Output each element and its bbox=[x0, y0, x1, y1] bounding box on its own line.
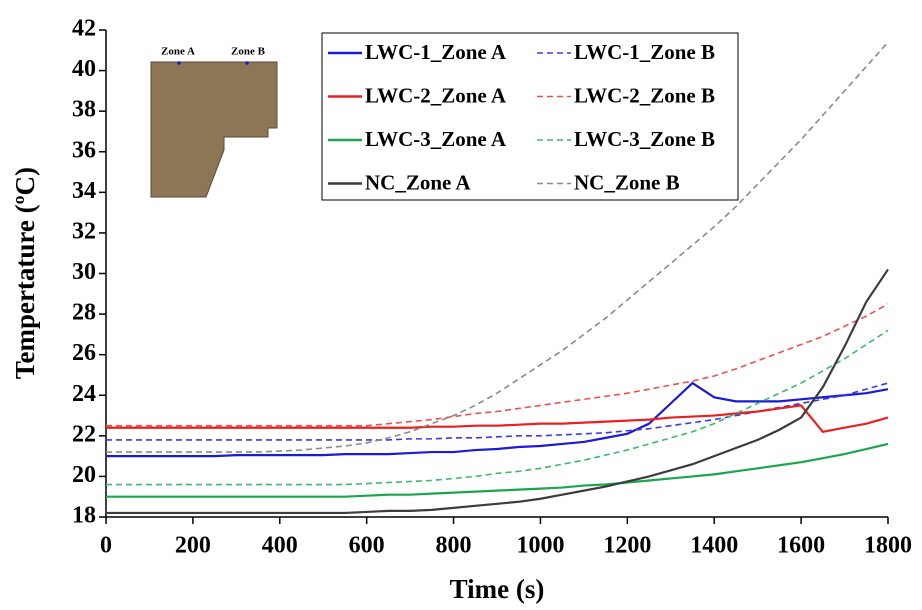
y-tick-label: 28 bbox=[72, 300, 96, 326]
y-tick-label: 30 bbox=[72, 259, 96, 285]
x-tick-label: 800 bbox=[436, 533, 472, 559]
x-tick-label: 600 bbox=[349, 533, 385, 559]
x-tick-label: 0 bbox=[100, 533, 112, 559]
series-line bbox=[106, 404, 889, 433]
legend-label: NC_Zone A bbox=[365, 170, 471, 194]
x-tick-label: 400 bbox=[262, 533, 298, 559]
y-tick-label: 26 bbox=[72, 340, 96, 366]
inset-label: Zone B bbox=[231, 46, 266, 58]
legend-label: NC_Zone B bbox=[574, 170, 680, 194]
zone-marker bbox=[245, 61, 249, 65]
x-axis-title: Time (s) bbox=[450, 574, 545, 604]
x-tick-label: 1200 bbox=[603, 533, 651, 559]
legend: LWC-1_Zone A LWC-1_Zone B LWC-2_Zone A LWC-… bbox=[321, 32, 739, 201]
legend-label: LWC-1_Zone B bbox=[574, 40, 715, 64]
y-tick-label: 22 bbox=[72, 421, 96, 447]
legend-label: LWC-2_Zone A bbox=[365, 83, 507, 107]
x-tick-label: 1000 bbox=[516, 533, 564, 559]
inset-label: Zone A bbox=[161, 46, 195, 58]
section-shape bbox=[150, 61, 278, 198]
legend-label: LWC-2_Zone B bbox=[574, 83, 715, 107]
x-tick-label: 200 bbox=[175, 533, 211, 559]
legend-box bbox=[321, 32, 739, 201]
series-line bbox=[106, 442, 889, 498]
y-tick-label: 18 bbox=[72, 503, 96, 529]
series-line bbox=[106, 381, 889, 458]
y-tick-label: 24 bbox=[72, 381, 96, 407]
y-tick-label: 36 bbox=[72, 137, 96, 163]
x-tick-label: 1400 bbox=[690, 533, 738, 559]
series-line bbox=[106, 303, 889, 427]
y-tick-label: 32 bbox=[72, 218, 96, 244]
legend-label: LWC-1_Zone A bbox=[365, 40, 507, 64]
y-tick-label: 34 bbox=[72, 178, 96, 204]
y-tick-label: 38 bbox=[72, 97, 96, 123]
y-tick-label: 40 bbox=[72, 56, 96, 82]
x-tick-label: 1600 bbox=[777, 533, 825, 559]
series-line bbox=[106, 329, 889, 486]
series-line bbox=[106, 268, 889, 515]
y-tick-label: 20 bbox=[72, 462, 96, 488]
series-line bbox=[106, 41, 889, 453]
zone-marker bbox=[177, 61, 181, 65]
legend-label: LWC-3_Zone B bbox=[574, 127, 715, 151]
y-tick-label: 42 bbox=[72, 16, 96, 42]
y-axis-title: Tempertature (ºC) bbox=[10, 167, 40, 379]
legend-label: LWC-3_Zone A bbox=[365, 127, 507, 151]
inset-figure: Zone A Zone B bbox=[150, 46, 278, 198]
x-tick-label: 1800 bbox=[864, 533, 912, 559]
